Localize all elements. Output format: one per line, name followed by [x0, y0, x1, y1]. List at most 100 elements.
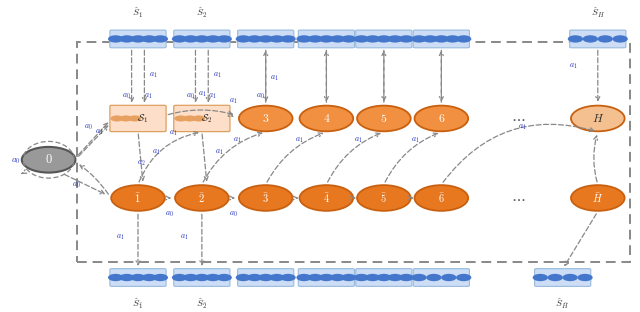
- Text: $a_2$: $a_2$: [137, 158, 145, 168]
- Circle shape: [131, 274, 146, 281]
- Circle shape: [441, 274, 456, 281]
- Circle shape: [296, 274, 312, 281]
- Circle shape: [194, 274, 209, 281]
- Text: $5$: $5$: [380, 112, 387, 125]
- Circle shape: [258, 35, 273, 43]
- FancyBboxPatch shape: [356, 30, 412, 48]
- Text: $\hat{S}_{\bar{2}}$: $\hat{S}_{\bar{2}}$: [196, 296, 208, 311]
- Circle shape: [300, 185, 353, 211]
- Text: $a_1$: $a_1$: [216, 148, 224, 157]
- Circle shape: [172, 35, 187, 43]
- Circle shape: [319, 274, 334, 281]
- FancyBboxPatch shape: [298, 30, 355, 48]
- FancyBboxPatch shape: [534, 269, 591, 286]
- FancyBboxPatch shape: [298, 269, 355, 286]
- Text: $\bar{H}$: $\bar{H}$: [592, 191, 604, 205]
- Text: $a_0$: $a_0$: [186, 92, 195, 101]
- Circle shape: [183, 115, 196, 121]
- Text: $\hat{S}_1$: $\hat{S}_1$: [132, 6, 143, 20]
- Circle shape: [434, 35, 449, 43]
- Circle shape: [456, 35, 471, 43]
- Text: $a_1$: $a_1$: [144, 92, 152, 101]
- Circle shape: [612, 35, 628, 43]
- Text: $\mathcal{S}_2$: $\mathcal{S}_2$: [202, 112, 212, 125]
- Circle shape: [174, 115, 187, 121]
- Circle shape: [582, 35, 598, 43]
- FancyBboxPatch shape: [110, 105, 166, 132]
- FancyBboxPatch shape: [173, 30, 230, 48]
- Circle shape: [239, 185, 292, 211]
- Circle shape: [387, 35, 403, 43]
- Circle shape: [376, 274, 392, 281]
- Circle shape: [571, 106, 625, 131]
- Circle shape: [216, 35, 232, 43]
- Text: $a_1$: $a_1$: [116, 233, 124, 242]
- Text: $a_0$: $a_0$: [122, 92, 131, 101]
- Circle shape: [577, 274, 593, 281]
- Circle shape: [247, 35, 262, 43]
- Text: $a_1$: $a_1$: [95, 128, 104, 137]
- Text: $\cdots$: $\cdots$: [511, 111, 525, 125]
- Circle shape: [532, 274, 548, 281]
- Circle shape: [412, 274, 427, 281]
- Circle shape: [330, 35, 345, 43]
- Circle shape: [412, 35, 427, 43]
- Text: $a_1$: $a_1$: [152, 148, 160, 157]
- Circle shape: [153, 35, 168, 43]
- Circle shape: [108, 35, 124, 43]
- Circle shape: [239, 106, 292, 131]
- Text: $a_0$: $a_0$: [72, 181, 81, 190]
- Circle shape: [22, 147, 76, 173]
- Circle shape: [108, 274, 124, 281]
- Text: $H$: $H$: [591, 112, 604, 125]
- FancyBboxPatch shape: [173, 105, 230, 132]
- FancyBboxPatch shape: [110, 30, 166, 48]
- FancyBboxPatch shape: [570, 30, 626, 48]
- Circle shape: [258, 274, 273, 281]
- Text: $\bar{2}$: $\bar{2}$: [198, 191, 205, 205]
- Text: $a_0$: $a_0$: [11, 157, 20, 166]
- Circle shape: [141, 274, 157, 281]
- Text: $\hat{S}_2$: $\hat{S}_2$: [196, 6, 207, 20]
- Circle shape: [399, 274, 414, 281]
- Circle shape: [563, 274, 578, 281]
- Circle shape: [341, 35, 356, 43]
- Text: $a_1$: $a_1$: [354, 135, 363, 144]
- Text: $\hat{S}_{\bar{H}}$: $\hat{S}_{\bar{H}}$: [556, 296, 570, 311]
- Text: $a_0$: $a_0$: [256, 92, 265, 101]
- Circle shape: [354, 35, 369, 43]
- Circle shape: [194, 35, 209, 43]
- Text: $a_1$: $a_1$: [518, 123, 527, 132]
- Circle shape: [119, 35, 134, 43]
- Text: $a_1$: $a_1$: [208, 92, 216, 101]
- Text: $\cdots$: $\cdots$: [511, 191, 525, 205]
- Circle shape: [445, 35, 460, 43]
- Circle shape: [296, 35, 312, 43]
- Circle shape: [129, 115, 141, 121]
- FancyBboxPatch shape: [173, 269, 230, 286]
- Circle shape: [205, 274, 221, 281]
- Circle shape: [175, 185, 228, 211]
- Circle shape: [236, 35, 251, 43]
- Circle shape: [365, 274, 380, 281]
- Circle shape: [300, 106, 353, 131]
- Circle shape: [111, 115, 124, 121]
- Circle shape: [357, 185, 411, 211]
- Text: $\bar{1}$: $\bar{1}$: [134, 191, 141, 205]
- Text: $\bar{5}$: $\bar{5}$: [380, 191, 387, 205]
- Text: $\hat{S}_{\bar{1}}$: $\hat{S}_{\bar{1}}$: [132, 296, 144, 311]
- Circle shape: [308, 274, 323, 281]
- Text: $a_1$: $a_1$: [198, 89, 206, 99]
- Circle shape: [236, 274, 251, 281]
- Circle shape: [357, 106, 411, 131]
- Text: $a_1$: $a_1$: [295, 135, 303, 144]
- Text: $a_1$: $a_1$: [270, 74, 279, 83]
- Text: $a_1$: $a_1$: [149, 71, 157, 80]
- Circle shape: [399, 35, 414, 43]
- Text: $a_1$: $a_1$: [213, 71, 221, 80]
- Circle shape: [141, 35, 157, 43]
- Circle shape: [269, 35, 285, 43]
- FancyBboxPatch shape: [413, 269, 469, 286]
- Text: $\hat{S}_H$: $\hat{S}_H$: [591, 6, 605, 20]
- Circle shape: [111, 185, 165, 211]
